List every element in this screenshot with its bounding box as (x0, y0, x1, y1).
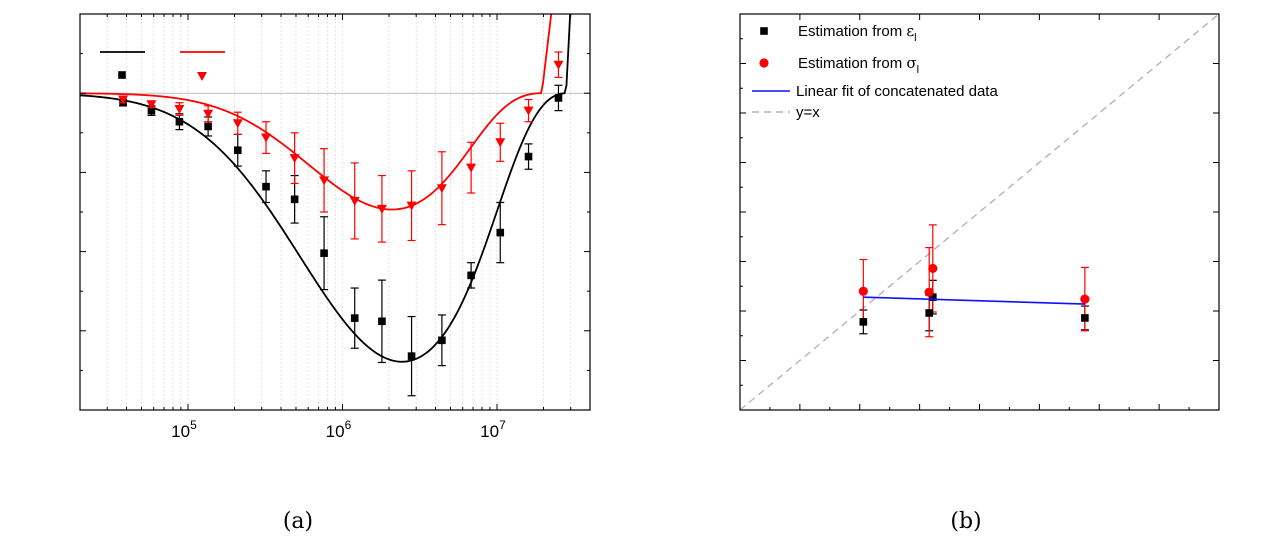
panel-b-series-1 (859, 224, 1089, 338)
panel-a-data-point (290, 195, 299, 204)
legend-marker-triangle (197, 72, 207, 81)
panel-a-x-tick-exponent: 5 (190, 418, 197, 432)
panel-a-data-point (233, 146, 242, 155)
panel-a-data-point (262, 182, 270, 191)
panel-a-data-point (466, 163, 477, 173)
panel-a-data-point (554, 94, 563, 102)
panel-a-data-point (203, 109, 214, 119)
panel-b-series-0 (859, 279, 1089, 335)
panel-a-data-point (378, 317, 386, 326)
panel-b-markers-1 (858, 263, 1090, 304)
panel-b-data-point (924, 287, 934, 297)
panel-a-data-point (438, 336, 446, 345)
panel-a-series-1 (118, 51, 564, 243)
panel-a-data-point (406, 201, 417, 211)
panel-a-x-tick-label: 107 (480, 418, 506, 441)
panel-a-data-point (350, 314, 359, 322)
panel-b-markers-0 (859, 293, 1089, 326)
panel-b-data-point (859, 318, 868, 326)
panel-a-ticks (80, 13, 590, 411)
panel-a-fit-curve-1 (80, 14, 553, 211)
panel-b-legend-label-text: y=x (796, 104, 820, 121)
panel-a-data-point (407, 352, 416, 360)
panel-a-x-tick-label: 105 (171, 418, 197, 441)
panel-a-data-point (319, 176, 330, 186)
panel-b-legend-marker (760, 27, 768, 35)
panel-b-legend-label: y=x (796, 104, 820, 121)
panel-a-series-0 (119, 84, 563, 397)
panel-b-data-point (925, 309, 934, 317)
panel-a-chart: 105 106 107 (79, 13, 591, 441)
panel-a-data-point (320, 249, 328, 257)
panel-a-data-point (147, 106, 156, 115)
panel-a-x-tick-label: 106 (326, 418, 352, 441)
panel-a-data-point (204, 122, 212, 131)
panel-b-data-point (928, 263, 938, 274)
panel-a-data-point (553, 60, 564, 70)
panel-a-data-point (495, 138, 506, 148)
panel-b-legend-label: Estimation from εl (798, 22, 917, 44)
panel-a-data-point (261, 133, 272, 143)
panel-b-legend-label-text: Estimation from (798, 55, 906, 72)
panel-a-data-point (524, 152, 533, 161)
panel-a-data-point (523, 106, 534, 116)
panel-b-data-point (1080, 294, 1090, 304)
panel-b-legend-label-text: Estimation from (798, 23, 906, 40)
panel-a-data-point (436, 184, 447, 194)
panel-b-legend-symbol: σ (906, 54, 916, 72)
panel-a-data-point (146, 100, 157, 110)
panel-b-legend-subscript: l (917, 64, 919, 76)
panel-b-data-point (928, 293, 937, 301)
panel-a-x-tick-exponent: 6 (345, 418, 352, 432)
panel-b-legend-label: Linear fit of concatenated data (796, 83, 998, 100)
panel-a-plot-frame (79, 13, 591, 411)
panel-a-data-point (232, 119, 243, 129)
panel-label-b: (b) (950, 509, 981, 534)
panel-a-data-point (467, 271, 475, 280)
panel-b-legend-subscript: l (914, 32, 916, 44)
panel-a-x-tick-base: 10 (326, 422, 345, 441)
legend-marker-square (118, 71, 126, 79)
panel-b-legend-symbol: ε (906, 22, 914, 40)
panel-label-a: (a) (283, 509, 313, 534)
panel-b-identity-line (739, 13, 1220, 411)
panel-a-data-point (289, 154, 300, 164)
panel-a-data-point (376, 204, 387, 214)
panel-a-data-point (496, 228, 505, 237)
panel-b-legend-label-text: Linear fit of concatenated data (796, 83, 998, 100)
panel-b-legend-marker (759, 58, 769, 68)
panel-a-x-tick-base: 10 (480, 422, 499, 441)
panel-a-data-point (118, 95, 129, 105)
panel-a-data-point (349, 196, 360, 206)
panel-a-gridlines (106, 14, 572, 410)
panel-b-ticks (739, 13, 1220, 411)
panel-a-data-point (175, 117, 184, 126)
panel-a-legend (100, 51, 225, 81)
panel-a-fit-curve-0 (80, 14, 572, 363)
panel-b-data-point (858, 286, 868, 296)
panel-b-data-point (1081, 314, 1089, 322)
panel-b-fit-line (863, 296, 1085, 305)
panel-b-legend-label: Estimation from σl (798, 54, 919, 76)
panel-a-fit-curves (80, 14, 572, 363)
panel-a-x-tick-base: 10 (171, 422, 190, 441)
panel-a-data-point (174, 105, 185, 115)
panel-a-x-tick-exponent: 7 (499, 418, 506, 432)
